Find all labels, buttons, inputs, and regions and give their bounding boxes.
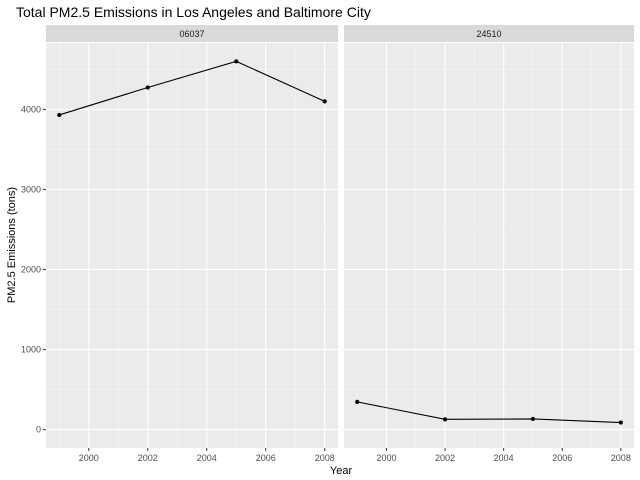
x-tick-label: 2008 xyxy=(611,453,631,463)
facet-strip xyxy=(46,25,338,42)
data-point xyxy=(355,399,360,404)
facet-panels: 06037 2000 2002 2004 2006 2008 0 1000 2000 3000 40… xyxy=(21,25,634,463)
x-tick-label: 2000 xyxy=(376,453,396,463)
chart-title: Total PM2.5 Emissions in Los Angeles and… xyxy=(16,4,371,20)
facet-strip-label: 24510 xyxy=(476,29,501,39)
facet-panel-24510: 24510 2000 2002 2004 2006 2008 xyxy=(344,25,634,463)
series-line xyxy=(59,60,325,116)
y-axis-title: PM2.5 Emissions (tons) xyxy=(6,187,18,303)
y-tick-label: 1000 xyxy=(21,345,41,355)
facet-strip xyxy=(344,25,634,42)
x-tick-label: 2006 xyxy=(256,453,276,463)
x-tick-label: 2004 xyxy=(197,453,217,463)
y-tick-label: 3000 xyxy=(21,184,41,194)
data-point xyxy=(322,99,327,104)
y-tick-label: 0 xyxy=(36,425,41,435)
x-tick-label: 2006 xyxy=(552,453,572,463)
data-point xyxy=(442,417,448,422)
x-tick-label: 2008 xyxy=(315,453,335,463)
panel-background xyxy=(344,43,634,448)
x-axis-title: Year xyxy=(330,465,353,477)
data-point xyxy=(145,85,150,90)
y-tick-label: 4000 xyxy=(21,104,41,114)
data-point xyxy=(57,112,62,118)
x-tick-label: 2002 xyxy=(435,453,455,463)
y-tick-label: 2000 xyxy=(21,265,41,275)
facet-panel-06037: 06037 2000 2002 2004 2006 2008 0 1000 2000 3000 40… xyxy=(21,25,338,463)
x-tick-label: 2004 xyxy=(494,453,514,463)
facet-strip-label: 06037 xyxy=(179,29,204,39)
data-point xyxy=(530,416,536,422)
x-tick-label: 2000 xyxy=(79,453,99,463)
series-line xyxy=(357,401,621,424)
x-tick-label: 2002 xyxy=(138,453,158,463)
data-point xyxy=(618,420,623,425)
panel-background xyxy=(46,43,338,448)
data-point xyxy=(234,59,239,64)
